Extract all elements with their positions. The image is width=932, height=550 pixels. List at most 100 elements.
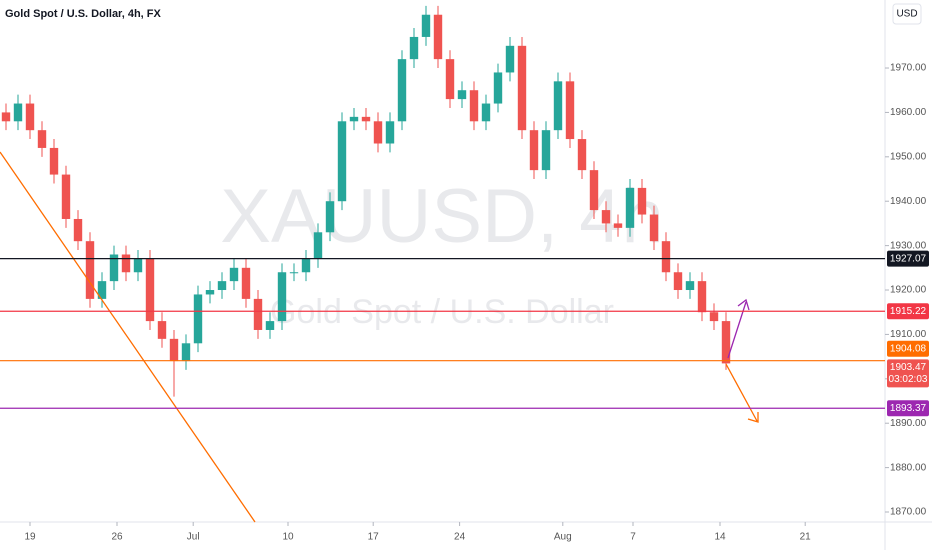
candle-body: [565, 81, 575, 140]
candle-body: [73, 218, 83, 242]
x-tick-label: 24: [454, 532, 466, 543]
candle-body: [577, 139, 587, 171]
candle-body: [265, 321, 275, 330]
candle-body: [169, 338, 179, 362]
level-tag: [887, 303, 929, 320]
candle-body: [373, 121, 383, 144]
candle-body: [697, 281, 707, 313]
candle-body: [541, 130, 551, 171]
candle-body: [397, 59, 407, 122]
candle-body: [37, 130, 47, 148]
current-price-label: 1903.47: [890, 362, 927, 373]
x-tick-label: 26: [111, 532, 123, 543]
candle-body: [157, 321, 167, 339]
candle-body: [493, 72, 503, 104]
candle-body: [61, 174, 71, 219]
candle-body: [469, 90, 479, 122]
y-tick-label: 1940.00: [890, 196, 927, 207]
y-tick-label: 1970.00: [890, 63, 927, 74]
level-tag-label: 1893.37: [890, 403, 927, 414]
candle-body: [445, 59, 455, 100]
candle-body: [121, 254, 131, 273]
x-tick-label: 21: [800, 532, 812, 543]
y-tick-label: 1960.00: [890, 107, 927, 118]
candle-body: [49, 147, 59, 175]
y-tick-label: 1920.00: [890, 285, 927, 296]
candle-body: [685, 281, 695, 291]
candle-body: [589, 170, 599, 211]
candle-body: [133, 258, 143, 273]
candle-body: [421, 14, 431, 37]
candle-body: [241, 267, 251, 299]
currency-label[interactable]: USD: [896, 9, 917, 20]
candle-body: [637, 187, 647, 215]
trend-line: [0, 151, 256, 523]
candle-body: [97, 281, 107, 299]
countdown-label: 03:02:03: [889, 374, 928, 385]
candle-body: [85, 241, 95, 299]
down-arrow: [725, 363, 759, 423]
candle-body: [13, 103, 23, 122]
up-arrow: [727, 298, 750, 359]
y-tick-label: 1870.00: [890, 507, 927, 518]
candle-body: [289, 272, 299, 274]
currency-button[interactable]: [892, 3, 922, 25]
candle-body: [385, 121, 395, 144]
candle-body: [181, 343, 191, 362]
x-tick-label: 19: [24, 532, 36, 543]
candle-body: [349, 116, 359, 122]
candle-body: [301, 258, 311, 273]
candle-body: [409, 36, 419, 60]
candle-body: [109, 254, 119, 282]
candle-body: [325, 201, 335, 233]
x-tick-label: 7: [630, 532, 636, 543]
candle-body: [553, 81, 563, 131]
level-tag-label: 1927.07: [890, 253, 927, 264]
candle-body: [457, 90, 467, 100]
candle-body: [661, 241, 671, 273]
candle-body: [601, 210, 611, 224]
y-tick-label: 1890.00: [890, 418, 927, 429]
candle-body: [229, 267, 239, 282]
current-price-tag: [887, 359, 929, 388]
candle-body: [505, 45, 515, 73]
x-tick-label: 14: [714, 532, 726, 543]
level-tag: [887, 340, 929, 357]
candle-body: [205, 290, 215, 295]
plot: [1, 5, 731, 397]
y-tick-label: 1910.00: [890, 329, 927, 340]
x-tick-label: Jul: [187, 532, 200, 543]
candle-body: [433, 14, 443, 60]
level-tag: [887, 400, 929, 417]
watermark-subtitle: Gold Spot / U.S. Dollar: [270, 293, 614, 331]
candle-body: [649, 214, 659, 242]
candle-body: [529, 130, 539, 171]
level-tag: [887, 250, 929, 267]
candle-body: [217, 281, 227, 291]
level-tag-label: 1904.08: [890, 343, 927, 354]
level-tag-label: 1915.22: [890, 306, 927, 317]
y-tick-label: 1880.00: [890, 462, 927, 473]
candle-body: [337, 121, 347, 202]
chart-title: Gold Spot / U.S. Dollar, 4h, FX: [5, 8, 162, 20]
candle-body: [313, 232, 323, 259]
candle-body: [721, 321, 731, 364]
candle-body: [193, 294, 203, 344]
candle-body: [361, 116, 371, 122]
x-tick-label: Aug: [554, 532, 572, 543]
candle-body: [25, 103, 35, 131]
y-tick-label: 1930.00: [890, 240, 927, 251]
x-tick-label: 10: [282, 532, 294, 543]
y-tick-label: 1950.00: [890, 151, 927, 162]
candle-body: [673, 272, 683, 291]
candle-body: [517, 45, 527, 131]
x-tick-label: 17: [368, 532, 380, 543]
candle-body: [481, 103, 491, 122]
candle-body: [145, 258, 155, 322]
candle-body: [253, 298, 263, 330]
candle-body: [709, 312, 719, 322]
candle-body: [613, 223, 623, 228]
candle-body: [277, 272, 287, 322]
